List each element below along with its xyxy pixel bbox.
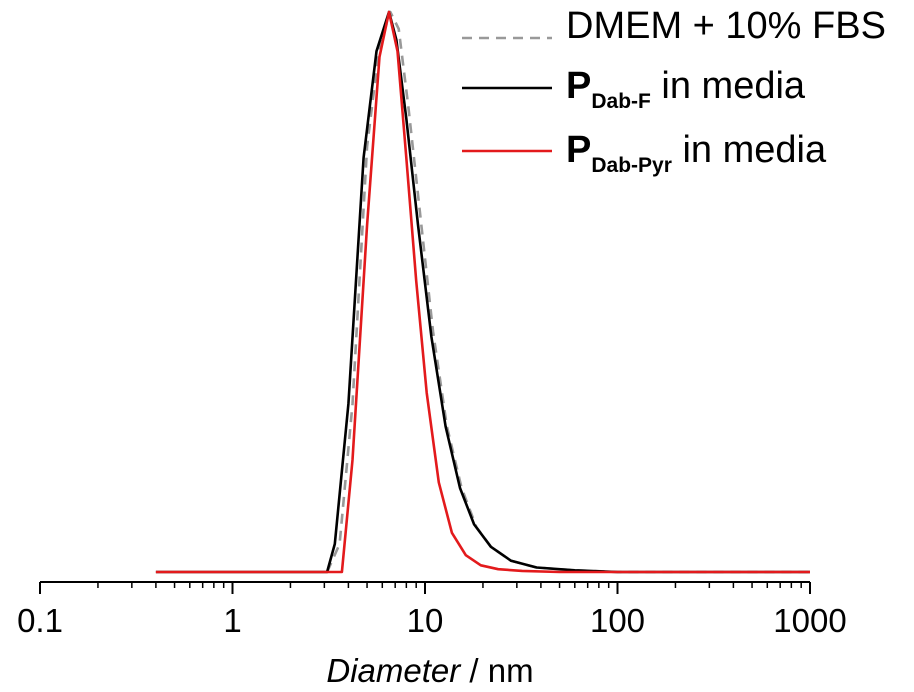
x-axis-title: Diameter / nm <box>326 652 533 689</box>
legend-main: P <box>566 65 591 107</box>
legend-subscript: Dab-F <box>591 90 651 113</box>
legend-main: DMEM + 10% FBS <box>566 5 886 47</box>
legend-label-1: DMEM + 10% FBS <box>566 5 886 47</box>
legend-label-3: PDab-Pyr in media <box>566 129 827 177</box>
legend-main: P <box>566 129 591 171</box>
x-tick-label: 10 <box>407 602 444 639</box>
series-line-3 <box>155 10 810 574</box>
series-line-1 <box>325 10 810 574</box>
x-axis-title-italic: Diameter <box>326 652 462 689</box>
legend-tail: in media <box>672 129 827 171</box>
x-tick-label: 1000 <box>773 602 846 639</box>
x-tick-label: 0.1 <box>17 602 63 639</box>
legend-tail: in media <box>651 65 806 107</box>
x-axis-ticks: 0.1 1 10 100 1000 <box>17 582 847 639</box>
x-tick-label: 1 <box>223 602 241 639</box>
x-tick-label: 100 <box>590 602 645 639</box>
x-axis-title-unit: / nm <box>460 652 533 689</box>
legend-label-2: PDab-F in media <box>566 65 806 113</box>
series-line-2 <box>155 10 810 574</box>
legend-subscript: Dab-Pyr <box>591 154 672 177</box>
plot-area <box>155 10 810 574</box>
